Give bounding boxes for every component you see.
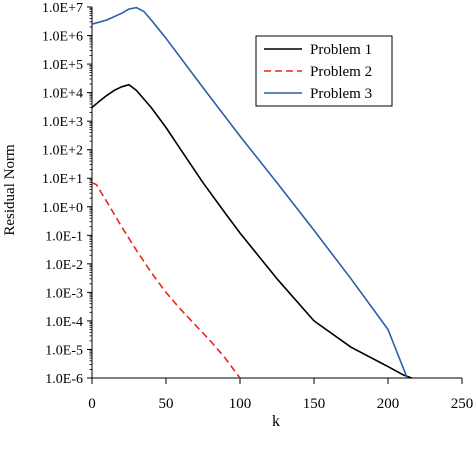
x-tick-label: 250 xyxy=(451,396,474,412)
series-line-problem-3 xyxy=(91,6,408,379)
legend-label-problem-3: Problem 3 xyxy=(310,86,372,102)
y-tick-label: 1.0E-4 xyxy=(45,315,83,330)
y-tick-label: 1.0E-3 xyxy=(45,286,83,301)
y-tick-label: 1.0E+4 xyxy=(42,87,83,102)
legend-box xyxy=(255,35,393,107)
y-axis: 1.0E-6 1.0E-5 1.0E-4 1.0E-3 1.0E-2 1.0E-1 1.0E… xyxy=(42,1,92,387)
x-tick-label: 150 xyxy=(303,396,326,412)
y-axis-title: Residual Norm xyxy=(2,144,18,236)
y-tick-label: 1.0E+5 xyxy=(42,58,83,73)
y-tick-label: 1.0E-1 xyxy=(45,229,83,244)
legend-label-problem-2: Problem 2 xyxy=(310,64,372,80)
x-axis: 0 50 100 150 200 250 xyxy=(88,378,473,412)
x-tick-label: 0 xyxy=(88,396,96,412)
y-tick-label: 1.0E+6 xyxy=(42,30,83,45)
y-tick-label: 1.0E-2 xyxy=(45,258,83,273)
x-axis-title: k xyxy=(272,413,280,430)
y-tick-label: 1.0E+3 xyxy=(42,115,83,130)
y-tick-label: 1.0E+1 xyxy=(42,172,83,187)
legend: Problem 1 Problem 2 Problem 3 xyxy=(255,35,393,107)
y-tick-label: 1.0E+2 xyxy=(42,144,83,159)
y-tick-label: 1.0E-6 xyxy=(45,372,83,387)
x-tick-label: 200 xyxy=(377,396,400,412)
y-tick-label: 1.0E-5 xyxy=(45,343,83,358)
series-line-problem-2 xyxy=(91,181,241,379)
x-tick-label: 100 xyxy=(229,396,252,412)
y-tick-label: 1.0E+0 xyxy=(42,201,83,216)
legend-label-problem-1: Problem 1 xyxy=(310,42,372,58)
x-tick-label: 50 xyxy=(159,396,174,412)
y-tick-label: 1.0E+7 xyxy=(42,1,83,16)
series-layer xyxy=(91,6,412,379)
series-line-problem-1 xyxy=(91,83,412,379)
